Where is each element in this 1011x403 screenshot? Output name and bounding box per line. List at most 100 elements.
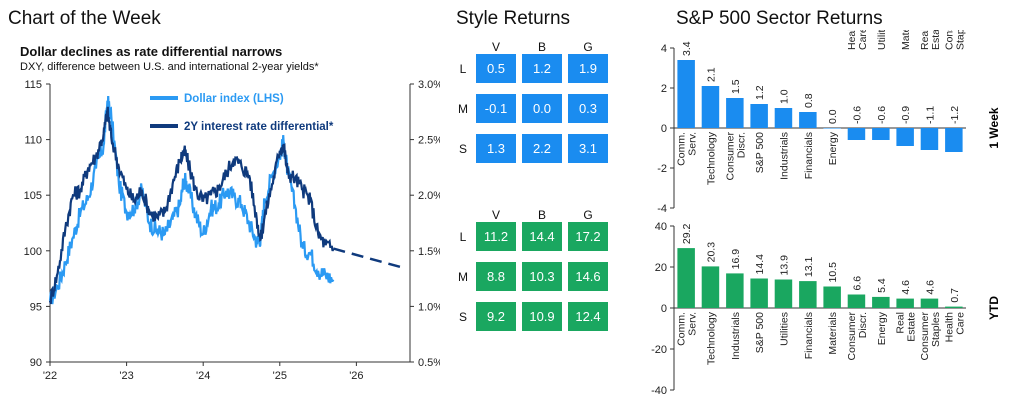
- style-col-header: V: [491, 40, 500, 54]
- sector-value-label: 3.4: [681, 41, 693, 56]
- style-cell: 10.9: [522, 302, 562, 331]
- sector-category-label: Materials: [827, 312, 839, 355]
- sector-value-label: -1.2: [949, 106, 961, 124]
- x-tick-label: '22: [43, 370, 57, 382]
- legend-label: Dollar index (LHS): [184, 93, 284, 105]
- sector-category-label: Estate: [906, 312, 918, 342]
- sector-value-label: 0.7: [949, 288, 961, 303]
- sector-category-label: Industrials: [730, 312, 742, 360]
- sector-bar: [847, 294, 866, 308]
- style-col-header: B: [537, 40, 546, 54]
- style-row-header: S: [458, 310, 467, 324]
- sector-value-label: 13.9: [779, 255, 791, 276]
- x-tick-label: '25: [273, 370, 287, 382]
- sector-category-label: Energy: [827, 131, 839, 165]
- sector-value-label: 14.4: [754, 254, 766, 275]
- sector-panel-label: 1 Week: [987, 107, 1001, 148]
- sector-value-label: 20.3: [706, 242, 718, 263]
- sector-y-tick-label: 4: [661, 43, 667, 55]
- sector-category-label: Industrials: [779, 132, 791, 180]
- sector-category-label: Real: [919, 30, 931, 50]
- sector-value-label: -0.9: [900, 106, 912, 124]
- sector-category-label: Financials: [803, 132, 815, 179]
- style-row-header: M: [458, 102, 468, 116]
- sector-y-tick-label: 20: [655, 262, 667, 274]
- sector-y-tick-label: -2: [657, 163, 667, 175]
- sector-category-label: Comm.: [676, 132, 688, 166]
- sector-bar: [847, 128, 866, 140]
- sector-category-label: Energy: [876, 311, 888, 345]
- sector-bar: [677, 248, 695, 308]
- sector-value-label: 0.8: [803, 93, 815, 108]
- y-left-tick-label: 110: [24, 135, 42, 147]
- sector-bar: [774, 108, 793, 128]
- sector-value-label: 0.0: [827, 109, 839, 124]
- sector-bar: [823, 286, 841, 308]
- sector-category-label: Staples: [930, 312, 942, 347]
- sector-value-label: 2.1: [706, 67, 718, 82]
- x-tick-label: '23: [119, 370, 133, 382]
- style-cell: 2.2: [522, 134, 562, 163]
- style-cell: 14.4: [522, 222, 562, 251]
- x-tick-label: '24: [196, 370, 210, 382]
- sector-category-label: Care: [954, 312, 966, 335]
- sector-bar: [896, 128, 914, 146]
- page-title: Chart of the Week: [8, 8, 161, 29]
- sector-panel-label: YTD: [987, 296, 1001, 320]
- sector-category-label: Technology: [706, 311, 718, 365]
- y-left-tick-label: 90: [30, 357, 42, 369]
- sector-bar: [701, 266, 720, 308]
- sector-bar: [799, 112, 817, 128]
- sector-category-label: Health: [846, 30, 858, 50]
- style-cell: 1.3: [476, 134, 516, 163]
- y-right-tick-label: 3.0%: [418, 79, 440, 91]
- sector-category-label: Real: [895, 312, 907, 334]
- style-cell: 0.5: [476, 54, 516, 83]
- sector-y-tick-label: 2: [661, 83, 667, 95]
- style-col-header: V: [491, 208, 500, 222]
- sector-category-label: S&P 500: [754, 132, 766, 173]
- sector-category-label: Consumer: [846, 311, 858, 360]
- style-cell: 8.8: [476, 262, 516, 291]
- style-cell: 11.2: [476, 222, 516, 251]
- sector-bar: [823, 128, 841, 129]
- sector-bar: [677, 60, 695, 128]
- sector-value-label: 1.0: [779, 89, 791, 104]
- sector-category-label: Staples: [954, 30, 966, 50]
- style-returns-heatmap: V B G L 0.5 1.2 1.9 M -0.1 0.0 0.3 S 1.3 2.2 3.1 V B G L 11…: [450, 40, 630, 370]
- sector-y-tick-label: -40: [651, 385, 667, 397]
- sector-category-label: Consumer: [724, 131, 736, 180]
- sector-bar: [750, 278, 768, 308]
- sector-category-label: Serv.: [687, 312, 699, 336]
- style-cell: 14.6: [568, 262, 608, 291]
- style-row-header: M: [458, 270, 468, 284]
- sector-bar: [920, 298, 939, 308]
- sector-value-label: 1.5: [730, 79, 742, 94]
- sector-category-label: Consumer: [919, 311, 931, 360]
- y-left-tick-label: 100: [24, 246, 42, 258]
- sector-y-tick-label: 0: [661, 303, 667, 315]
- line-chart-subtitle: DXY, difference between U.S. and interna…: [20, 61, 319, 73]
- sector-value-label: 5.4: [876, 278, 888, 293]
- sector-returns-title: S&P 500 Sector Returns: [676, 8, 883, 29]
- style-cell: 1.9: [568, 54, 608, 83]
- sector-category-label: Serv.: [687, 132, 699, 156]
- sector-value-label: 1.2: [754, 85, 766, 100]
- sector-value-label: 13.1: [803, 257, 815, 278]
- sector-bar: [872, 128, 890, 140]
- sector-value-label: -0.6: [852, 106, 864, 124]
- sector-value-label: 6.6: [852, 276, 864, 291]
- sector-category-label: Discr.: [857, 312, 869, 338]
- x-tick-label: '26: [349, 370, 363, 382]
- sector-category-label: Materials: [900, 30, 912, 50]
- sector-bar: [750, 104, 768, 128]
- style-col-header: G: [583, 40, 593, 54]
- y-left-tick-label: 95: [30, 301, 42, 313]
- sector-category-label: Health: [943, 312, 955, 343]
- sector-value-label: 10.5: [827, 262, 839, 283]
- y-right-tick-label: 2.5%: [418, 135, 440, 147]
- sector-y-tick-label: -4: [657, 203, 667, 215]
- rate-differential-line: [48, 106, 335, 305]
- style-cell: 10.3: [522, 262, 562, 291]
- sector-bar: [726, 98, 744, 128]
